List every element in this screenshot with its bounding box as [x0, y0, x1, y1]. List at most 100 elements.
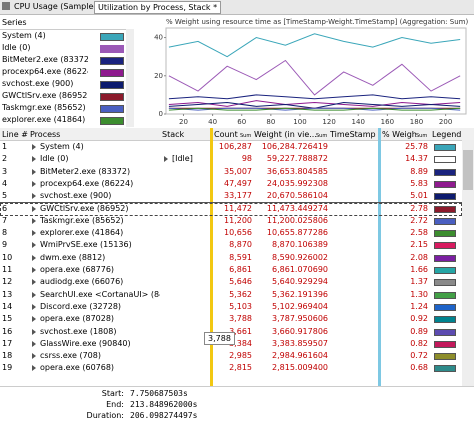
pct-cell: 25.78: [405, 142, 428, 151]
series-swatch: [100, 105, 124, 113]
column-header: Weight (in vie...: [254, 130, 316, 139]
count-cell: 47,497: [224, 178, 252, 188]
series-swatch: [100, 93, 124, 101]
legend-swatch: [434, 168, 456, 176]
column-header: Count: [214, 130, 238, 139]
weight-cell: 8,590.926002: [272, 252, 328, 262]
count-cell: 5,362: [229, 289, 252, 299]
expand-arrow: [164, 156, 168, 163]
table-scrollbar[interactable]: [462, 140, 474, 386]
expand-arrow: [32, 303, 36, 310]
series-swatch: [100, 69, 124, 77]
pct-cell: 1.24: [410, 301, 428, 311]
expand-arrow: [32, 328, 36, 335]
weight-cell: 20,670.586104: [266, 191, 328, 201]
legend-swatch: [434, 365, 456, 373]
x-tick-label: 180: [410, 118, 423, 126]
expand-arrow: [32, 180, 36, 187]
series-line: [168, 33, 461, 58]
x-tick-label: 120: [322, 118, 335, 126]
process-name: Idle (0): [40, 154, 69, 164]
footer: Start: 7.750687503s End: 213.848962000s Dura…: [0, 386, 474, 424]
legend-swatch: [434, 156, 456, 164]
pin-bar: [210, 128, 213, 386]
pct-cell: 2.15: [410, 240, 428, 250]
count-cell: 3,788: [229, 314, 252, 324]
sum-label: Sum: [316, 133, 328, 139]
process-name: BitMeter2.exe (83372): [40, 166, 131, 176]
weight-cell: 36,653.804585: [266, 166, 328, 176]
process-name: opera.exe (87028): [40, 314, 115, 324]
line-number: 8: [2, 228, 8, 238]
series-swatch: [100, 57, 124, 65]
footer-value: 213.848962000s: [130, 400, 198, 409]
weight-cell: 3,660.917806: [272, 326, 328, 336]
count-cell: 3,384: [229, 338, 252, 348]
legend-swatch: [434, 303, 456, 311]
tooltip: 3,788: [204, 332, 235, 345]
count-cell: 2,815: [229, 363, 252, 373]
process-name: opera.exe (68776): [40, 265, 115, 274]
pct-cell: 0.68: [410, 363, 428, 373]
weight-cell: 11,473.449274: [266, 203, 328, 213]
legend-swatch: [434, 217, 456, 225]
weight-cell: 6,861.070690: [272, 265, 328, 274]
line-number: 7: [2, 215, 8, 225]
sum-label: Sum: [416, 133, 428, 139]
series-name: BitMeter2.exe (83372): [2, 55, 88, 64]
expand-arrow: [32, 353, 36, 360]
sum-label: Sum: [240, 133, 252, 139]
expand-arrow: [32, 279, 36, 286]
count-cell: 11,200: [224, 215, 252, 225]
y-tick-label: 20: [154, 72, 163, 80]
process-name: procexp64.exe (86224): [40, 178, 134, 188]
plot-area: [165, 27, 467, 115]
process-name: svchost.exe (900): [40, 191, 112, 201]
count-cell: 8,591: [229, 252, 252, 262]
scroll-thumb[interactable]: [463, 150, 473, 190]
weight-cell: 2,815.009400: [272, 363, 328, 373]
process-name: dwm.exe (8812): [40, 252, 106, 262]
count-cell: 106,287: [218, 142, 252, 151]
view-selector[interactable]: Utilization by Process, Stack *: [94, 1, 222, 14]
pct-cell: 5.01: [410, 191, 428, 201]
focus-row: [0, 202, 462, 216]
series-name: procexp64.exe (86224): [2, 67, 88, 76]
y-tick-label: 0: [159, 110, 163, 118]
line-number: 3: [2, 166, 8, 176]
process-name: Discord.exe (32728): [40, 301, 122, 311]
stack-frame: [Idle]: [172, 154, 193, 164]
x-tick-label: 100: [293, 118, 306, 126]
legend-swatch: [434, 144, 456, 151]
pct-cell: 5.83: [410, 178, 428, 188]
legend-swatch: [434, 242, 456, 250]
pct-cell: 2.78: [410, 203, 428, 213]
expand-arrow: [32, 267, 36, 273]
column-header: Stack: [162, 130, 185, 139]
tab-title[interactable]: CPU Usage (Sampled): [14, 2, 102, 11]
line-number: 10: [2, 252, 13, 262]
legend-swatch: [434, 254, 456, 262]
expand-arrow: [32, 168, 36, 175]
expand-arrow: [32, 316, 36, 323]
collapse-icon[interactable]: [2, 2, 10, 10]
column-header: Line #: [2, 130, 28, 139]
process-name: GlassWire.exe (90840): [40, 338, 131, 348]
expand-arrow: [32, 230, 36, 237]
series-scrollbar[interactable]: [126, 29, 134, 127]
graph: % Weight using resource time as [TimeSta…: [154, 18, 468, 126]
weight-cell: 5,640.929294: [272, 277, 328, 287]
weight-cell: 3,787.950606: [272, 314, 328, 324]
footer-label: End:: [106, 400, 124, 409]
pct-cell: 0.82: [410, 338, 428, 348]
series-list: System (4) Idle (0) BitMeter2.exe (83372) p…: [0, 29, 126, 128]
x-tick-label: 200: [439, 118, 452, 126]
legend-swatch: [434, 316, 456, 324]
footer-label: Duration:: [86, 411, 124, 420]
weight-cell: 24,035.992308: [266, 178, 328, 188]
pct-cell: 8.89: [410, 166, 428, 176]
footer-value: 7.750687503s: [130, 389, 188, 398]
column-header: TimeStamp (s): [330, 130, 376, 139]
pct-cell: 14.37: [405, 154, 428, 164]
expand-arrow: [32, 156, 36, 163]
